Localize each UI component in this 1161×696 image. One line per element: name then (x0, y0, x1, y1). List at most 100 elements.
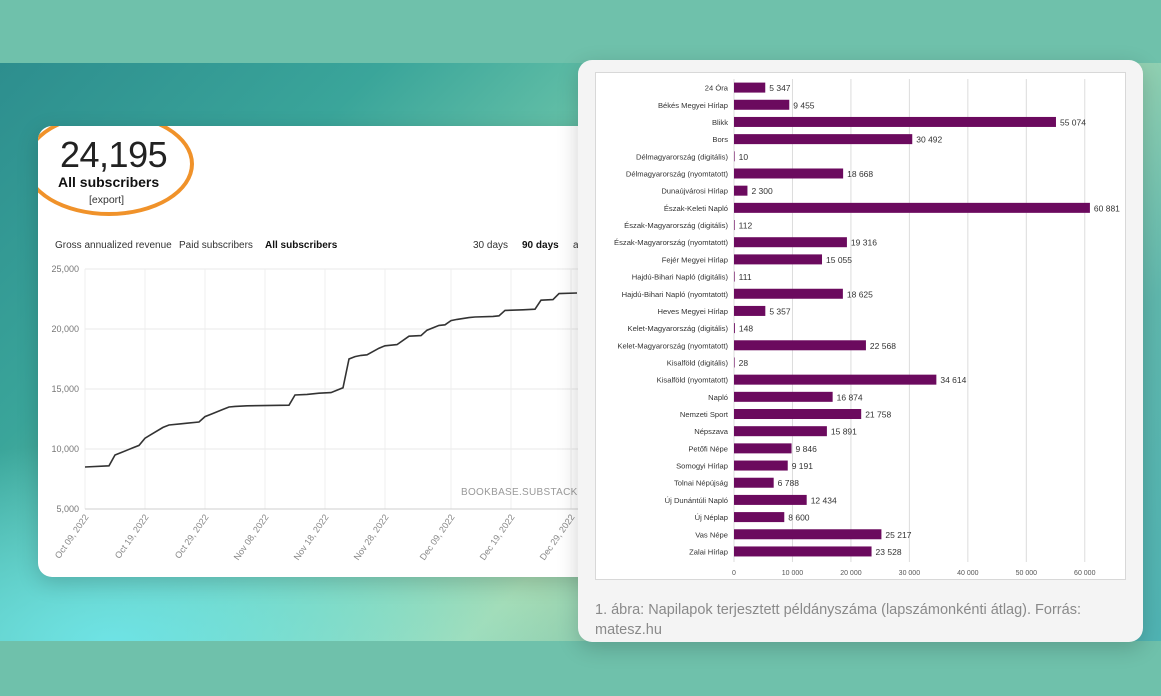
value-label: 5 357 (769, 306, 791, 316)
category-label: Kisalföld (nyomtatott) (657, 376, 729, 385)
value-label: 5 347 (769, 83, 791, 93)
bar (734, 374, 937, 385)
category-label: Tolnai Népújság (674, 479, 728, 488)
category-label: Észak-Magyarország (nyomtatott) (614, 238, 728, 247)
value-label: 34 614 (940, 375, 966, 385)
value-label: 9 846 (796, 444, 818, 454)
category-label: Heves Megyei Hírlap (658, 307, 728, 316)
category-label: Észak-Magyarország (digitális) (624, 221, 728, 230)
x-tick-label: Nov 28, 2022 (352, 512, 391, 562)
x-tick-label: Dec 29, 2022 (538, 512, 577, 562)
value-label: 18 625 (847, 289, 873, 299)
value-label: 19 316 (851, 238, 877, 248)
category-label: Vas Népe (695, 530, 728, 539)
value-label: 25 217 (885, 530, 911, 540)
category-label: Hajdú-Bihari Napló (nyomtatott) (622, 290, 729, 299)
value-label: 18 668 (847, 169, 873, 179)
bar (734, 477, 774, 488)
category-label: Kisalföld (digitális) (667, 358, 729, 367)
x-tick-label: Nov 18, 2022 (292, 512, 331, 562)
value-label: 22 568 (870, 341, 896, 351)
category-label: Délmagyarország (nyomtatott) (626, 169, 729, 178)
category-label: Délmagyarország (digitális) (636, 152, 728, 161)
category-label: Új Dunántúli Napló (665, 496, 728, 505)
x-tick-label: Oct 09, 2022 (53, 512, 91, 560)
tab-all-subscribers[interactable]: All subscribers (265, 240, 338, 251)
category-label: Új Néplap (695, 513, 728, 522)
y-tick-label: 20,000 (51, 324, 79, 334)
value-label: 21 758 (865, 410, 891, 420)
category-label: Bors (712, 135, 728, 144)
bar (734, 305, 766, 316)
bar (734, 357, 735, 368)
tab-gross-revenue[interactable]: Gross annualized revenue (55, 240, 172, 251)
export-link[interactable]: [export] (89, 194, 125, 206)
bar (734, 116, 1056, 127)
value-label: 30 492 (916, 135, 942, 145)
bar (734, 443, 792, 454)
x-tick-label: Nov 08, 2022 (232, 512, 271, 562)
bar-chart-panel: 0 10 000 20 000 30 000 40 000 50 000 60 000 24 … (595, 72, 1126, 580)
bar (734, 512, 785, 523)
y-tick-label: 25,000 (51, 264, 79, 274)
x-tick-label: 50 000 (1016, 570, 1038, 577)
bar (734, 546, 872, 557)
bar (734, 168, 844, 179)
bar (734, 99, 790, 110)
value-label: 10 (739, 152, 749, 162)
subscriber-label: All subscribers (58, 174, 160, 190)
tab-30-days[interactable]: 30 days (473, 240, 509, 251)
bar (734, 340, 866, 351)
x-tick-label: 20 000 (840, 570, 862, 577)
y-tick-label: 15,000 (51, 384, 79, 394)
bar (734, 237, 847, 248)
bar (734, 271, 735, 282)
category-label: Fejér Megyei Hírlap (662, 255, 728, 264)
value-label: 8 600 (788, 513, 810, 523)
bar (734, 151, 735, 162)
value-label: 6 788 (778, 478, 800, 488)
newspaper-bar-chart: 0 10 000 20 000 30 000 40 000 50 000 60 000 24 … (614, 79, 1120, 577)
bar (734, 409, 862, 420)
tab-more[interactable]: a (573, 240, 579, 251)
bar (734, 494, 807, 505)
x-tick-label: 30 000 (899, 570, 921, 577)
value-label: 12 434 (811, 495, 837, 505)
value-label: 111 (739, 272, 752, 282)
x-tick-label: Oct 19, 2022 (113, 512, 151, 560)
category-label: Dunaújvárosi Hírlap (661, 187, 728, 196)
subscriber-card: 24,195 All subscribers [export] Gross an… (38, 126, 598, 577)
tab-paid-subscribers[interactable]: Paid subscribers (179, 240, 253, 251)
bar (734, 202, 1090, 213)
y-tick-label: 10,000 (51, 444, 79, 454)
category-label: Nemzeti Sport (680, 410, 729, 419)
category-label: Zalai Hírlap (689, 547, 728, 556)
x-tick-label: 10 000 (782, 570, 804, 577)
bar (734, 220, 735, 231)
tab-90-days[interactable]: 90 days (522, 240, 559, 251)
category-label: Kelet-Magyarország (nyomtatott) (617, 341, 728, 350)
x-tick-label: Dec 09, 2022 (418, 512, 457, 562)
category-label: Petőfi Népe (688, 444, 728, 453)
value-label: 60 881 (1094, 203, 1120, 213)
category-label: Blikk (712, 118, 728, 127)
bar (734, 426, 827, 437)
subscriber-line-chart: 5,000 10,000 15,000 20,000 25,000 Oct 09, 202… (51, 264, 598, 562)
figure-caption: 1. ábra: Napilapok terjesztett példánysz… (595, 602, 1081, 638)
category-label: 24 Óra (705, 84, 729, 93)
watermark-label: BOOKBASE.SUBSTACK.COM (461, 487, 598, 498)
value-label: 15 055 (826, 255, 852, 265)
bar (734, 460, 788, 471)
x-tick-label: Dec 19, 2022 (478, 512, 517, 562)
bar (734, 391, 833, 402)
category-label: Népszava (694, 427, 729, 436)
category-label: Észak-Keleti Napló (664, 204, 728, 213)
value-label: 112 (739, 221, 753, 231)
category-label: Hajdú-Bihari Napló (digitális) (632, 273, 729, 282)
bar (734, 529, 882, 540)
x-tick-label: 40 000 (957, 570, 979, 577)
bar (734, 254, 823, 265)
value-label: 16 874 (837, 392, 863, 402)
value-label: 28 (739, 358, 749, 368)
value-label: 2 300 (751, 186, 773, 196)
